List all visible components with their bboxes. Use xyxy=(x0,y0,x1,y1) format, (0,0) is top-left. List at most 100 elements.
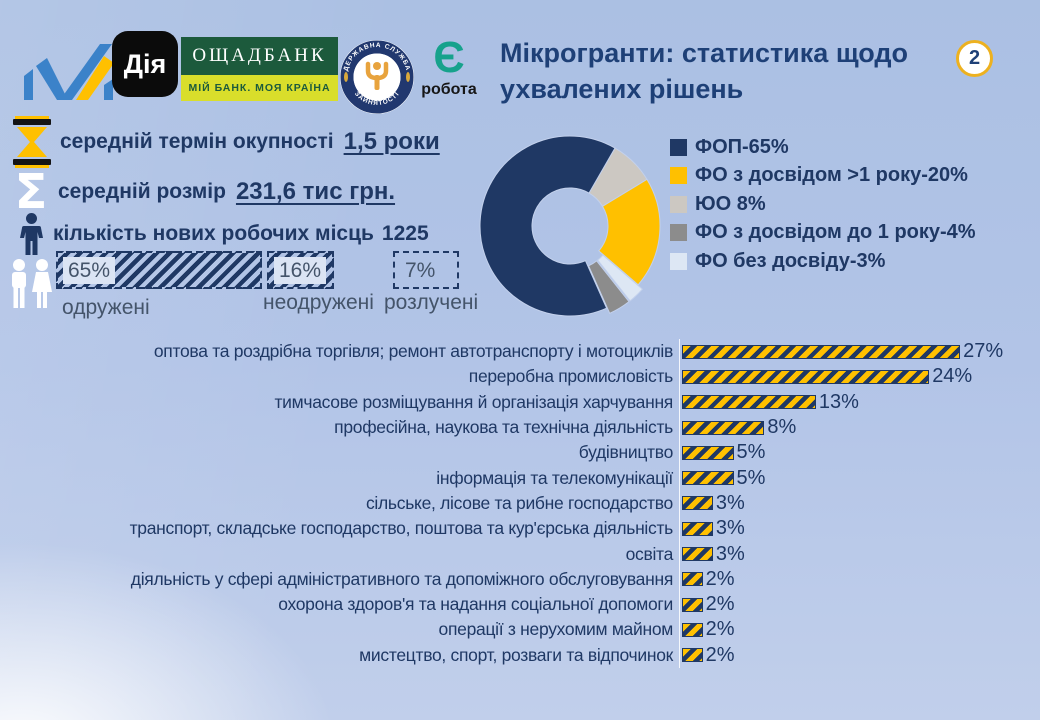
employment-service-logo: ДЕРЖАВНА СЛУЖБА ЗАЙНЯТОСТІ xyxy=(340,40,414,114)
stat-payback: середній термін окупності 1,5 роки xyxy=(12,116,440,168)
m-logo-right-bar xyxy=(104,79,113,100)
sector-bar-area: 2% xyxy=(679,617,735,643)
marital-value-divorced: 7% xyxy=(405,258,436,282)
legend-item: ФО без досвіду-3% xyxy=(670,247,976,276)
donut-chart xyxy=(479,135,661,317)
oschadbank-logo: ОЩАДБАНК МІЙ БАНК. МОЯ КРАЇНА xyxy=(181,37,338,101)
sector-label: мистецтво, спорт, розваги та відпочинок xyxy=(359,644,673,665)
sector-row: операції з нерухомим майном 2% xyxy=(28,617,1018,643)
ministry-m-logo xyxy=(24,44,114,100)
sector-row: оптова та роздрібна торгівля; ремонт авт… xyxy=(28,339,1018,365)
oschadbank-name: ОЩАДБАНК xyxy=(181,37,338,75)
diia-logo-text: Дія xyxy=(123,48,167,79)
sector-label: освіта xyxy=(625,543,674,564)
stat-jobs-value: 1225 xyxy=(381,222,429,245)
sector-bar xyxy=(682,622,703,637)
sector-bar xyxy=(682,420,765,435)
pie-slice xyxy=(479,135,616,317)
stat-payback-value: 1,5 роки xyxy=(343,128,440,155)
legend-item: ФО з досвідом до 1 року-4% xyxy=(670,219,976,248)
sector-bar-area: 8% xyxy=(679,414,797,441)
marital-value-married: 65% xyxy=(63,256,116,284)
sector-bar-area: 3% xyxy=(679,490,745,517)
employment-logo-person xyxy=(365,61,389,90)
sector-bar-area: 2% xyxy=(679,591,735,618)
marital-label-divorced: розлучені xyxy=(384,291,479,314)
sector-label: тимчасове розміщування й організація хар… xyxy=(274,391,673,412)
sector-value: 2% xyxy=(705,567,735,590)
marital-value-single: 16% xyxy=(274,256,327,284)
sector-value: 3% xyxy=(715,517,745,540)
sector-bar-area: 5% xyxy=(679,465,765,491)
stat-payback-label: середній термін окупності xyxy=(60,130,334,153)
pie-slice xyxy=(597,254,643,302)
sector-label: сільське, лісове та рибне господарство xyxy=(365,492,673,513)
sector-bar-area: 13% xyxy=(679,389,859,415)
page-title-line2: ухвалених рішень xyxy=(500,73,744,104)
sector-value: 2% xyxy=(705,618,735,641)
sector-bar-area: 2% xyxy=(679,566,735,592)
sector-row: транспорт, складське господарство, пошто… xyxy=(28,516,1018,542)
sector-row: інформація та телекомунікації 5% xyxy=(28,465,1018,491)
sector-bar xyxy=(682,471,734,486)
sector-bar xyxy=(682,445,734,460)
slide-number-badge: 2 xyxy=(956,40,993,77)
sector-bar-area: 3% xyxy=(679,516,745,542)
sector-label: професійна, наукова та технічна діяльніс… xyxy=(334,417,673,438)
sector-value: 2% xyxy=(705,593,735,616)
stat-jobs-label: кількість нових робочих місць xyxy=(53,222,374,245)
sector-row: професійна, наукова та технічна діяльніс… xyxy=(28,414,1018,441)
sector-bar-area: 27% xyxy=(679,339,1003,365)
sector-row: мистецтво, спорт, розваги та відпочинок … xyxy=(28,642,1018,668)
sector-value: 8% xyxy=(767,416,797,439)
legend-item: ФОП-65% xyxy=(670,133,976,162)
sector-bar xyxy=(682,344,961,359)
sector-value: 13% xyxy=(818,390,859,413)
legend-swatch xyxy=(670,195,687,213)
legend-swatch xyxy=(670,167,687,185)
sector-row: будівництво 5% xyxy=(28,440,1018,466)
person-icon xyxy=(20,213,43,255)
stat-size-value: 231,6 тис грн. xyxy=(235,178,396,205)
sector-label: діяльність у сфері адміністративного та … xyxy=(130,568,674,589)
marital-label-single: неодружені xyxy=(263,291,374,314)
sector-label: інформація та телекомунікації xyxy=(436,467,673,488)
sector-row: освіта 3% xyxy=(28,541,1018,567)
sector-row: діяльність у сфері адміністративного та … xyxy=(28,566,1018,592)
erobota-word: робота xyxy=(421,81,477,98)
employment-logo-wheat-right xyxy=(406,72,410,82)
sector-bar xyxy=(682,547,713,562)
sector-label: оптова та роздрібна торгівля; ремонт авт… xyxy=(153,341,673,362)
legend-item: ФО з досвідом >1 року-20% xyxy=(670,162,976,191)
stat-size: Σ середній розмір 231,6 тис грн. xyxy=(10,166,395,218)
legend-label: ФО з досвідом >1 року-20% xyxy=(695,164,968,187)
sector-bar-chart: оптова та роздрібна торгівля; ремонт авт… xyxy=(28,339,1018,668)
sector-bar xyxy=(682,369,930,384)
sector-bar xyxy=(682,597,703,612)
marital-label-married: одружені xyxy=(62,296,150,319)
sector-label: охорона здоров'я та надання соціальної д… xyxy=(278,594,673,615)
page-title-line1: Мікрогранти: статистика щодо xyxy=(500,38,909,68)
pie-slice xyxy=(598,178,661,286)
legend-label: ФО з досвідом до 1 року-4% xyxy=(695,221,976,244)
sector-label: переробна промисловість xyxy=(468,366,674,387)
legend-label: ЮО 8% xyxy=(695,192,766,215)
erobota-glyph: Є xyxy=(433,33,465,82)
sector-value: 2% xyxy=(705,643,735,666)
legend-swatch xyxy=(670,224,687,242)
employment-logo-wheat-left xyxy=(344,72,348,82)
sector-bar xyxy=(682,521,713,536)
legend-item: ЮО 8% xyxy=(670,190,976,219)
sector-value: 5% xyxy=(736,441,766,464)
sector-label: операції з нерухомим майном xyxy=(438,619,674,640)
sector-bar xyxy=(682,496,713,511)
sector-bar-area: 5% xyxy=(679,440,766,466)
m-logo-bar xyxy=(24,69,33,100)
marital-bar-divorced: 7% xyxy=(393,251,459,289)
marital-bar-married: 65% xyxy=(56,251,262,289)
marital-bar-single: 16% xyxy=(267,251,334,289)
sector-bar-area: 2% xyxy=(679,642,735,668)
sector-bar-area: 24% xyxy=(679,364,972,390)
legend-swatch xyxy=(670,138,687,156)
